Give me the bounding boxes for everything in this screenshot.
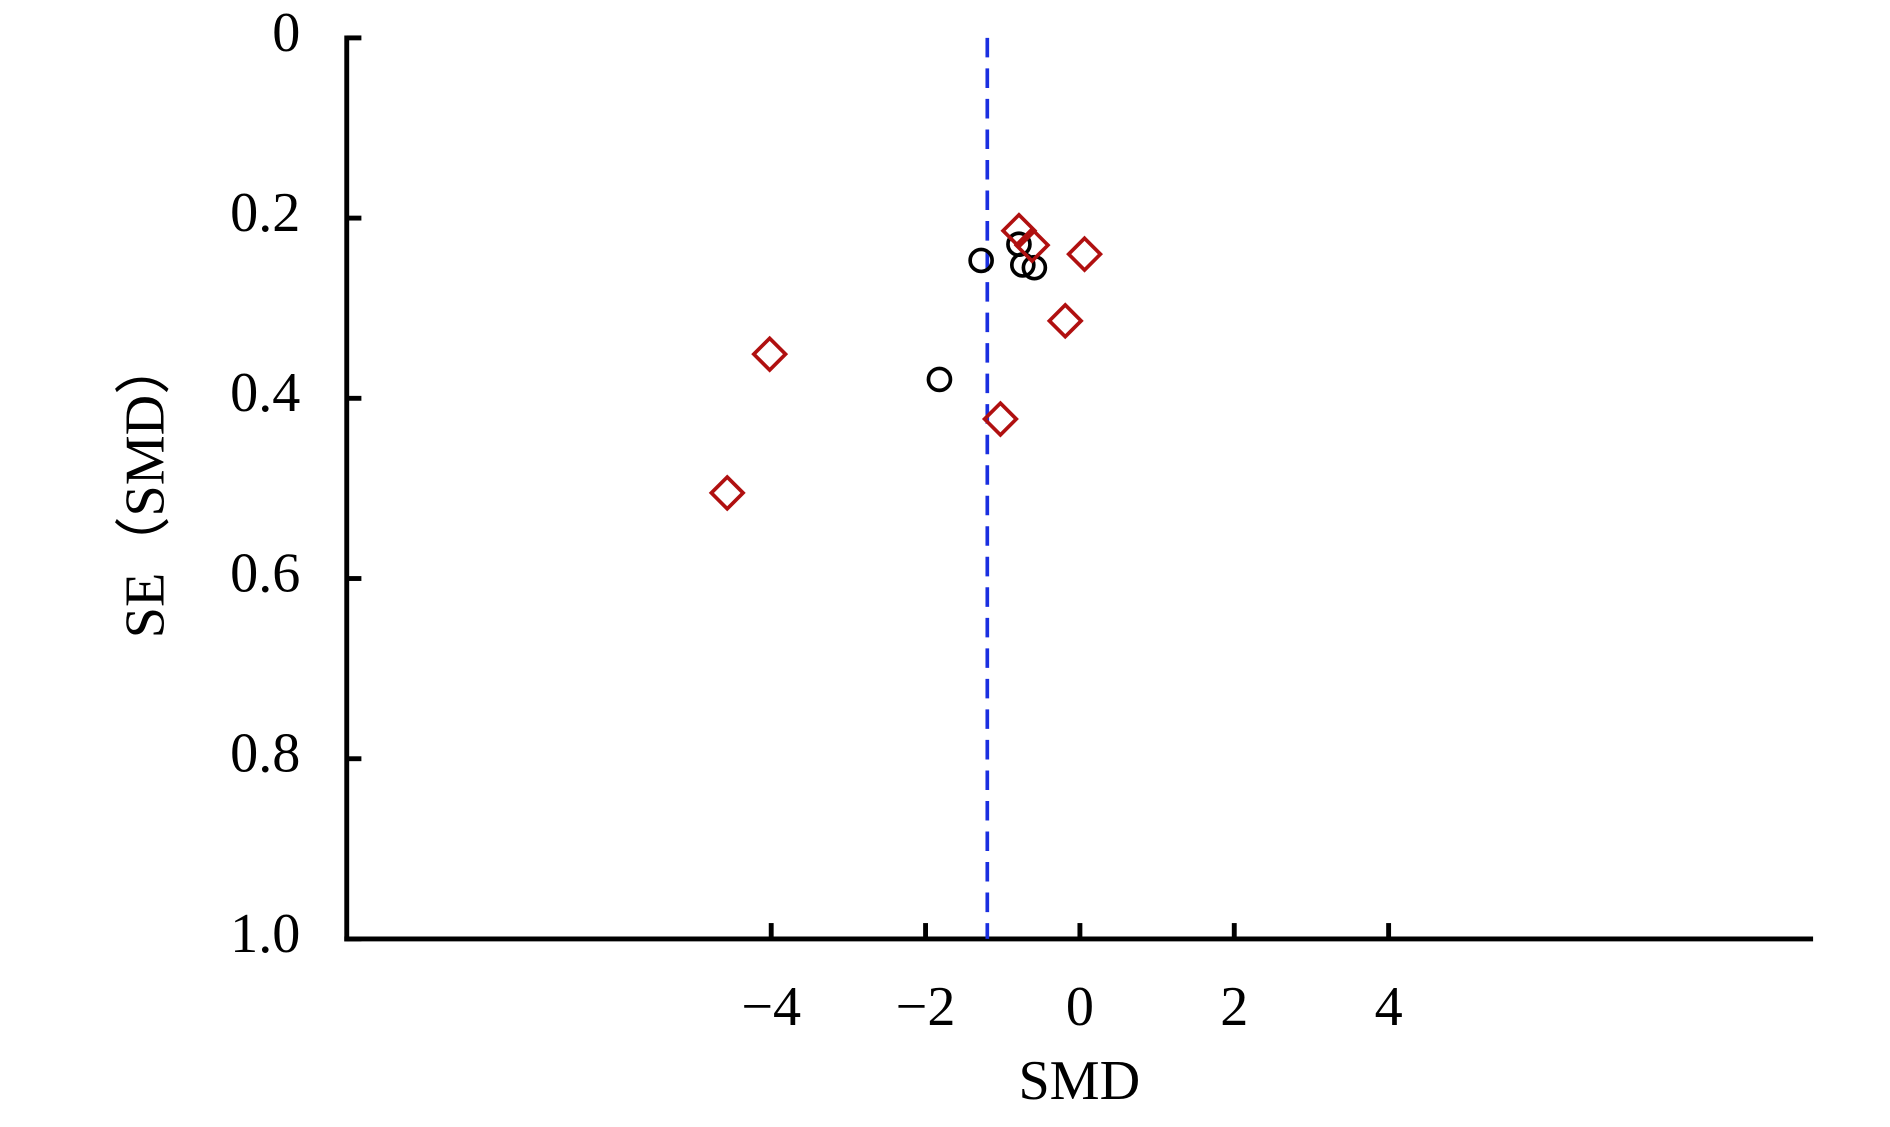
y-tick-label: 0	[272, 2, 300, 64]
y-tick-label: 0.8	[230, 723, 300, 785]
x-tick-label: −4	[741, 976, 801, 1038]
x-axis-title: SMD	[1018, 1050, 1140, 1112]
x-tick-label: 0	[1066, 976, 1094, 1038]
circle-point	[968, 247, 994, 274]
y-tick-label: 1.0	[230, 903, 300, 965]
diamond-point	[708, 474, 746, 512]
diamond-point	[1046, 302, 1084, 340]
diamond-point	[1013, 226, 1051, 264]
diamond-point	[981, 400, 1019, 438]
y-tick-label: 0.4	[230, 362, 300, 424]
x-tick-label: 4	[1375, 976, 1403, 1038]
diamond-point	[1066, 235, 1104, 273]
y-tick-label: 0.6	[230, 542, 300, 604]
diamond-point	[751, 335, 789, 373]
x-tick-label: 2	[1220, 976, 1248, 1038]
y-axis-title: SE（SMD）	[115, 339, 177, 639]
circle-point	[926, 366, 953, 393]
y-tick-label: 0.2	[230, 182, 300, 244]
x-tick-label: −2	[896, 976, 956, 1038]
